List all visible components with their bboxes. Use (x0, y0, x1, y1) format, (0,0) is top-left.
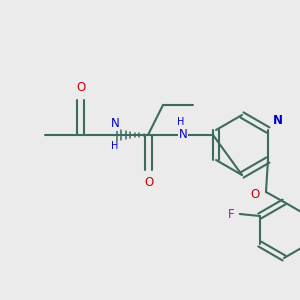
Text: N: N (273, 114, 283, 127)
Text: H: H (111, 141, 119, 151)
Text: O: O (144, 176, 154, 189)
Text: H: H (177, 117, 185, 127)
Text: O: O (251, 188, 260, 200)
Text: N: N (178, 128, 188, 142)
Text: F: F (228, 208, 235, 220)
Text: N: N (111, 117, 119, 130)
Text: O: O (76, 81, 85, 94)
